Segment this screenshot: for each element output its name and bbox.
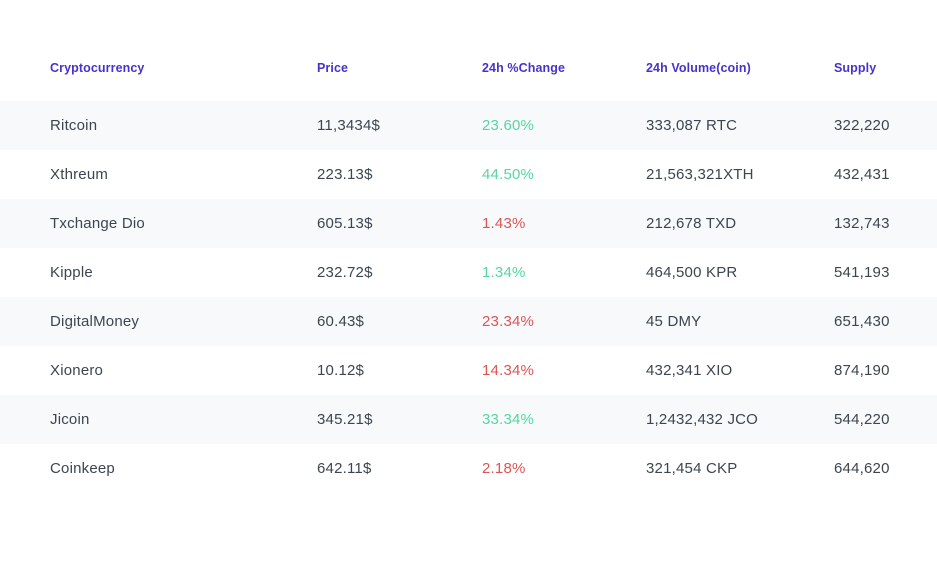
column-header-price: Price: [317, 61, 349, 75]
crypto-price: 223.13$: [317, 166, 373, 183]
crypto-supply: 132,743: [834, 215, 890, 232]
column-header-volume: 24h Volume(coin): [646, 61, 751, 75]
crypto-volume: 321,454 CKP: [646, 460, 738, 477]
crypto-change: 44.50%: [482, 166, 535, 183]
table-row-txchange-dio[interactable]: Txchange Dio 605.13$ 1.43% 212,678 TXD 1…: [0, 199, 937, 248]
crypto-volume: 333,087 RTC: [646, 117, 738, 134]
table-row-ritcoin[interactable]: Ritcoin 11,3434$ 23.60% 333,087 RTC 322,…: [0, 101, 937, 150]
crypto-change: 33.34%: [482, 411, 535, 428]
crypto-price: 605.13$: [317, 215, 373, 232]
crypto-price: 11,3434$: [317, 117, 381, 134]
crypto-volume: 45 DMY: [646, 313, 702, 330]
crypto-change: 1.43%: [482, 215, 526, 232]
table-row-digitalmoney[interactable]: DigitalMoney 60.43$ 23.34% 45 DMY 651,43…: [0, 297, 937, 346]
crypto-change: 1.34%: [482, 264, 526, 281]
crypto-supply: 874,190: [834, 362, 890, 379]
crypto-name: DigitalMoney: [50, 313, 140, 330]
crypto-price: 345.21$: [317, 411, 373, 428]
column-header-supply: Supply: [834, 61, 877, 75]
crypto-supply: 651,430: [834, 313, 890, 330]
crypto-supply: 322,220: [834, 117, 890, 134]
crypto-price-table: Cryptocurrency Price 24h %Change 24h Vol…: [0, 48, 937, 493]
column-header-change: 24h %Change: [482, 61, 566, 75]
crypto-name: Kipple: [50, 264, 93, 281]
crypto-volume: 1,2432,432 JCO: [646, 411, 759, 428]
crypto-supply: 541,193: [834, 264, 890, 281]
table-row-kipple[interactable]: Kipple 232.72$ 1.34% 464,500 KPR 541,193: [0, 248, 937, 297]
crypto-price: 10.12$: [317, 362, 365, 379]
table-row-coinkeep[interactable]: Coinkeep 642.11$ 2.18% 321,454 CKP 644,6…: [0, 444, 937, 493]
crypto-change: 23.34%: [482, 313, 535, 330]
crypto-change: 23.60%: [482, 117, 535, 134]
crypto-name: Txchange Dio: [50, 215, 145, 232]
crypto-price: 232.72$: [317, 264, 373, 281]
crypto-name: Jicoin: [50, 411, 90, 428]
crypto-volume: 432,341 XIO: [646, 362, 733, 379]
crypto-supply: 544,220: [834, 411, 890, 428]
table-row-jicoin[interactable]: Jicoin 345.21$ 33.34% 1,2432,432 JCO 544…: [0, 395, 937, 444]
crypto-name: Ritcoin: [50, 117, 98, 134]
column-header-cryptocurrency: Cryptocurrency: [50, 61, 145, 75]
crypto-volume: 212,678 TXD: [646, 215, 737, 232]
crypto-change: 2.18%: [482, 460, 526, 477]
crypto-change: 14.34%: [482, 362, 535, 379]
crypto-name: Coinkeep: [50, 460, 115, 477]
table-row-xionero[interactable]: Xionero 10.12$ 14.34% 432,341 XIO 874,19…: [0, 346, 937, 395]
table-header: Cryptocurrency Price 24h %Change 24h Vol…: [0, 48, 937, 88]
crypto-name: Xionero: [50, 362, 104, 379]
table-body: Ritcoin 11,3434$ 23.60% 333,087 RTC 322,…: [0, 101, 937, 493]
crypto-volume: 464,500 KPR: [646, 264, 738, 281]
crypto-volume: 21,563,321XTH: [646, 166, 754, 183]
crypto-price: 60.43$: [317, 313, 365, 330]
table-row-xthreum[interactable]: Xthreum 223.13$ 44.50% 21,563,321XTH 432…: [0, 150, 937, 199]
crypto-price: 642.11$: [317, 460, 372, 477]
crypto-name: Xthreum: [50, 166, 109, 183]
crypto-supply: 432,431: [834, 166, 890, 183]
crypto-supply: 644,620: [834, 460, 890, 477]
